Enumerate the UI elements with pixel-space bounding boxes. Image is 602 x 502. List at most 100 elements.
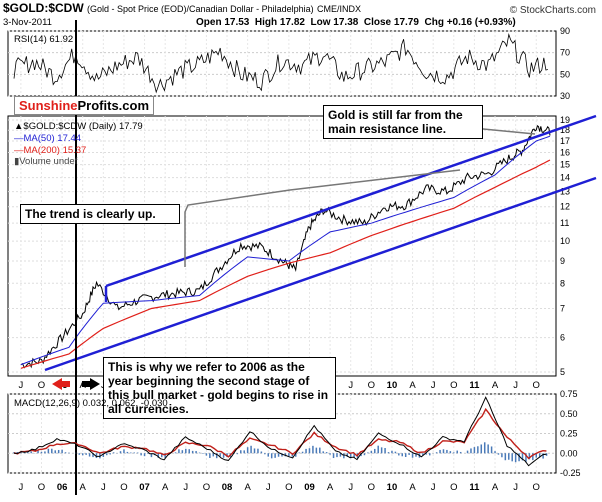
legend-ma50-text: MA(50) 17.44 [23,133,82,144]
x-tick-label-bottom: A [244,482,251,493]
x-tick-label: J [431,380,436,391]
x-tick-label-bottom: O [120,482,127,493]
x-tick-label-bottom: J [101,482,106,493]
x-tick-label-bottom: J [431,482,436,493]
brand-logo: SunshineProfits.com [14,96,155,115]
legend-volume-text: Volume undef [19,156,78,167]
legend-price: ▲$GOLD:$CDW (Daily) 17.79 [14,121,143,132]
callout-trend: The trend is clearly up. [20,204,180,224]
ohlc-readout: Open 17.53 High 17.82 Low 17.38 Close 17… [196,17,516,28]
x-tick-label-bottom: O [38,482,45,493]
change-value: Chg +0.16 (+0.93%) [424,17,516,28]
rsi-tick-label: 90 [560,26,570,36]
x-tick-label-bottom: 07 [139,482,150,493]
price-tick-label: 13 [560,187,570,197]
channel-lower-line [44,176,597,372]
x-tick-label: O [533,380,540,391]
x-tick-label-bottom: 10 [387,482,398,493]
x-tick-label: J [348,380,353,391]
rsi-label: RSI(14) 61.92 [14,34,74,45]
price-tick-label: 10 [560,236,570,246]
x-tick-label: 11 [469,380,480,391]
legend-volume: ▮Volume undef [14,156,78,167]
rsi-tick-label: 70 [560,48,570,58]
exchange: CME/INDX [316,4,361,14]
macd-signal-line [13,407,547,460]
x-tick-label-bottom: A [327,482,334,493]
brand-part2: Profits.com [77,98,150,113]
channel-upper-line [105,114,597,288]
price-tick-label: 14 [560,173,570,183]
x-tick-label: 10 [387,380,398,391]
open-value: Open 17.53 [196,17,250,28]
rsi-tick-label: 50 [560,69,570,79]
x-tick-label-bottom: J [183,482,188,493]
legend-ma200-text: MA(200) 15.37 [23,145,87,156]
x-tick-label-bottom: A [80,482,87,493]
callout-resistance: Gold is still far from the main resistan… [323,105,483,139]
right-arrow-icon [82,378,100,390]
x-tick-label: O [38,380,45,391]
price-tick-label: 8 [560,278,565,288]
macd-tick-label: 0.75 [560,389,578,399]
macd-tick-label: -0.25 [560,468,581,478]
legend-ma50: —MA(50) 17.44 [14,133,82,144]
x-tick-label-bottom: J [18,482,23,493]
brand-part1: Sunshine [19,98,78,113]
price-tick-label: 6 [560,333,565,343]
x-tick-label-bottom: J [266,482,271,493]
high-value: High 17.82 [254,17,305,28]
copyright: © StockCharts.com [509,5,596,16]
x-tick-label-bottom: A [162,482,169,493]
price-tick-label: 18 [560,125,570,135]
x-tick-label: O [450,380,457,391]
symbol: $GOLD:$CDW [3,1,84,15]
x-tick-label: O [368,380,375,391]
resistance-pointer [472,127,536,135]
rsi-tick-label: 30 [560,91,570,101]
price-series-line [20,124,551,369]
macd-tick-label: 0.50 [560,409,578,419]
left-arrow-icon [52,378,70,390]
rsi-series-line [13,32,548,94]
chart-date: 3-Nov-2011 [3,17,52,28]
x-tick-label-bottom: A [492,482,499,493]
price-tick-label: 16 [560,147,570,157]
price-tick-label: 12 [560,202,570,212]
close-value: Close 17.79 [363,17,419,28]
macd-tick-label: 0.25 [560,429,578,439]
x-tick-label-bottom: O [285,482,292,493]
ma200-series-line [20,159,551,369]
symbol-description: (Gold - Spot Price (EOD)/Canadian Dollar… [87,4,314,14]
x-tick-label-bottom: A [409,482,416,493]
ma50-series-line [20,135,551,366]
x-tick-label-bottom: O [368,482,375,493]
x-tick-label-bottom: 09 [304,482,315,493]
x-tick-label-bottom: J [513,482,518,493]
x-tick-label: J [513,380,518,391]
x-tick-label-bottom: 06 [57,482,68,493]
callout-2006: This is why we refer to 2006 as the year… [103,357,336,419]
legend-price-text: $GOLD:$CDW (Daily) 17.79 [23,121,143,132]
price-tick-label: 17 [560,136,570,146]
macd-tick-label: 0.00 [560,448,578,458]
x-tick-label: J [18,380,23,391]
price-tick-label: 5 [560,367,565,377]
price-panel-frame [7,115,557,377]
legend-ma200: —MA(200) 15.37 [14,145,87,156]
x-tick-label-bottom: 08 [222,482,233,493]
x-tick-label-bottom: 11 [469,482,480,493]
x-tick-label-bottom: O [203,482,210,493]
price-tick-label: 15 [560,160,570,170]
price-tick-label: 19 [560,115,570,125]
x-tick-label: A [492,380,499,391]
chart-title: $GOLD:$CDW (Gold - Spot Price (EOD)/Cana… [3,1,361,15]
x-tick-label-bottom: O [533,482,540,493]
price-tick-label: 11 [560,218,569,228]
price-tick-label: 7 [560,303,565,313]
trend-pointer [184,169,461,267]
price-tick-label: 9 [560,256,565,266]
x-tick-label-bottom: O [450,482,457,493]
x-tick-label-bottom: J [348,482,353,493]
